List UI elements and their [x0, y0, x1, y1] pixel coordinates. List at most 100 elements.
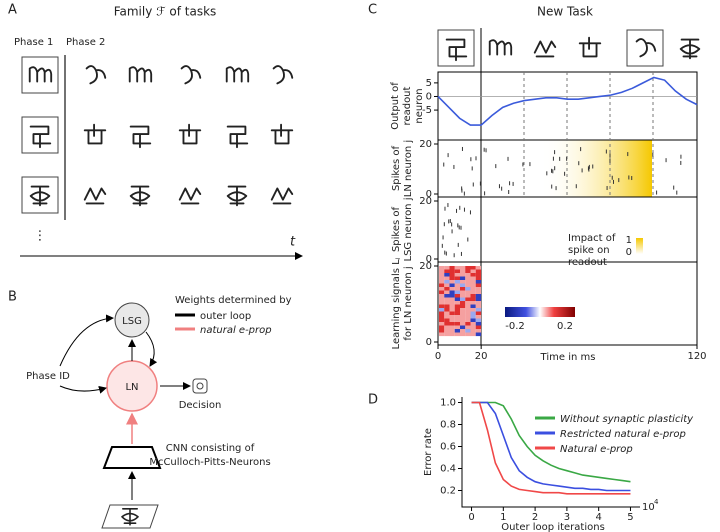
glyph	[28, 66, 53, 83]
x-tick-label: 20	[475, 351, 488, 362]
y-axis-label: Spikes of	[391, 145, 402, 191]
glyph	[578, 36, 602, 58]
heat-cell	[449, 332, 455, 337]
y-tick-label: 20	[419, 261, 432, 272]
glyph	[226, 125, 249, 149]
heat-cell	[465, 332, 471, 337]
lsg-node	[114, 302, 150, 338]
heat-cell	[444, 308, 450, 312]
x-tick-label: 0	[435, 351, 441, 362]
glyph	[272, 65, 294, 85]
heat-cell	[470, 304, 476, 309]
panel-label: B	[8, 290, 17, 305]
x-multiplier: 10	[642, 502, 655, 513]
line-series	[437, 76, 698, 126]
y-tick-label: 0	[426, 91, 432, 102]
line-series	[471, 401, 631, 492]
colorbar-tick-label: 1	[626, 235, 632, 246]
heat-cell	[449, 301, 455, 305]
heat-cell	[449, 322, 455, 326]
heat-cell	[449, 294, 455, 298]
legend-label: Without synaptic plasticity	[560, 414, 694, 425]
heat-cell	[475, 315, 482, 319]
heat-cell	[475, 304, 482, 309]
heat-cell	[475, 283, 482, 288]
glyph-box	[21, 176, 59, 214]
glyph	[85, 65, 107, 85]
legend-label: outer loop	[200, 311, 251, 322]
x-multiplier-exponent: 4	[654, 498, 659, 506]
heat-cell	[454, 322, 461, 326]
heat-cell	[465, 280, 471, 284]
arrow	[145, 331, 158, 367]
heat-cell	[439, 318, 445, 323]
heat-cell	[475, 318, 482, 323]
glyph	[225, 66, 250, 83]
heat-cell	[449, 273, 455, 277]
heat-cell	[439, 294, 445, 298]
heat-cell	[470, 301, 476, 305]
heat-cell	[454, 283, 461, 288]
heat-cell	[470, 287, 476, 291]
lsg-label: LSG	[122, 316, 142, 327]
heat-cell	[475, 329, 482, 333]
heat-cell	[475, 269, 482, 274]
colorbar-tick-label: 0.2	[557, 321, 573, 332]
x-tick-label: 120	[687, 351, 706, 362]
heat-cell	[454, 276, 461, 281]
heat-cell	[439, 315, 445, 319]
colorbar-tick-label: -0.2	[505, 321, 525, 332]
y-axis-label: Learning signals Lⱼ	[391, 257, 402, 349]
heat-cell	[460, 273, 466, 277]
decision-box	[192, 378, 208, 394]
cnn-block	[102, 446, 162, 469]
heat-cell	[439, 308, 445, 312]
line-series	[471, 401, 631, 483]
heat-cell	[449, 304, 455, 309]
y-tick-label: 0	[426, 189, 432, 200]
heat-cell	[449, 318, 455, 323]
heat-cell	[470, 297, 476, 302]
y-tick-label: 0	[426, 337, 432, 348]
heat-cell	[454, 332, 461, 337]
heat-cell	[454, 304, 461, 309]
legend-label: Natural e-prop	[560, 444, 633, 455]
legend-label: Restricted natural e-prop	[560, 429, 686, 440]
line-series	[471, 401, 631, 495]
glyph-box	[21, 56, 59, 94]
heat-cell	[460, 332, 466, 337]
heat-cell	[449, 290, 455, 295]
heat-cell	[460, 266, 466, 270]
heat-cell	[439, 276, 445, 281]
y-tick-label: 0.2	[440, 486, 456, 497]
heat-cell	[460, 283, 466, 288]
y-axis-label: neuron	[414, 88, 425, 123]
heat-cell	[444, 276, 450, 281]
heat-cell	[460, 280, 466, 284]
y-axis-label: readout	[402, 86, 413, 125]
heat-cell	[454, 308, 461, 312]
heat-cell	[465, 266, 471, 270]
heat-cell	[470, 329, 476, 333]
y-axis-label: Spikes of	[391, 206, 402, 252]
heat-cell	[449, 287, 455, 291]
heat-cell	[444, 280, 450, 284]
heat-cell	[439, 329, 445, 333]
glyph-box	[21, 116, 59, 154]
phase2-label: Phase 2	[66, 37, 105, 48]
heat-cell	[460, 318, 466, 323]
heat-cell	[475, 290, 482, 295]
heat-cell	[460, 329, 466, 333]
heat-cell	[470, 325, 476, 330]
heat-cell	[465, 294, 471, 298]
heat-cell	[475, 294, 482, 298]
heat-cell	[439, 297, 445, 302]
y-tick-label: 5	[426, 78, 432, 89]
glyph	[29, 185, 51, 207]
heat-cell	[465, 269, 471, 274]
y-axis-label: Output of	[390, 82, 401, 130]
heat-cell	[465, 287, 471, 291]
heat-cell	[444, 329, 450, 333]
heat-cell	[465, 297, 471, 302]
heat-cell	[465, 304, 471, 309]
